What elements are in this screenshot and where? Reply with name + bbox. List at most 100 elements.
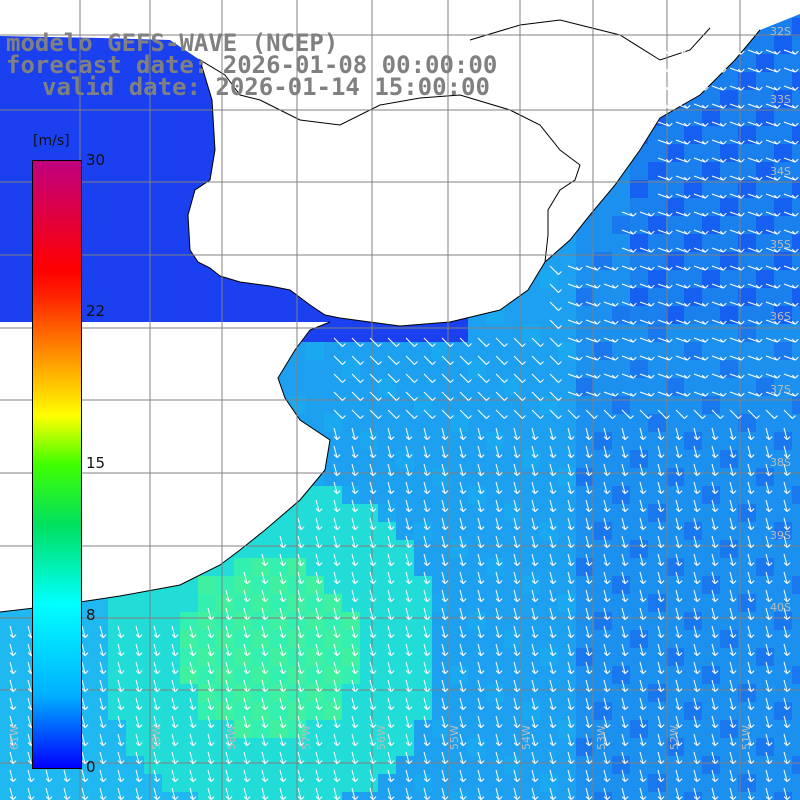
speed-cell <box>0 738 18 756</box>
latitude-label: 33S <box>770 93 791 106</box>
wind-arrow <box>693 283 709 289</box>
speed-cell <box>144 252 162 270</box>
wind-arrow <box>639 301 655 307</box>
speed-cell <box>432 702 450 720</box>
wind-arrow <box>423 337 436 347</box>
speed-cell <box>648 702 666 720</box>
speed-cell <box>648 630 666 648</box>
speed-cell <box>72 774 90 792</box>
wind-arrow <box>657 229 673 235</box>
speed-cell <box>630 306 648 324</box>
wind-arrow <box>747 139 763 145</box>
speed-cell <box>648 360 666 378</box>
speed-cell <box>162 720 180 738</box>
speed-cell <box>738 450 756 468</box>
wind-arrow <box>657 103 673 109</box>
speed-cell <box>342 558 360 576</box>
speed-cell <box>18 72 36 90</box>
speed-cell <box>468 342 486 360</box>
speed-cell <box>414 720 432 738</box>
speed-cell <box>522 558 540 576</box>
speed-cell <box>756 738 774 756</box>
speed-cell <box>720 792 738 800</box>
speed-cell <box>612 342 630 360</box>
speed-cell <box>324 684 342 702</box>
speed-cell <box>648 216 666 234</box>
wind-arrow <box>693 193 709 199</box>
speed-cell <box>450 468 468 486</box>
speed-cell <box>648 612 666 630</box>
wind-arrow <box>567 391 583 397</box>
speed-cell <box>144 144 162 162</box>
wind-arrow <box>675 121 691 127</box>
speed-cell <box>450 504 468 522</box>
speed-cell <box>324 378 342 396</box>
speed-cell <box>18 720 36 738</box>
speed-cell <box>108 288 126 306</box>
speed-cell <box>18 162 36 180</box>
wind-arrow <box>423 409 436 419</box>
speed-cell <box>504 576 522 594</box>
speed-cell <box>594 576 612 594</box>
speed-cell <box>198 738 216 756</box>
wind-arrow <box>711 193 727 199</box>
speed-cell <box>612 450 630 468</box>
speed-cell <box>252 648 270 666</box>
speed-cell <box>234 648 252 666</box>
speed-cell <box>126 738 144 756</box>
speed-cell <box>792 360 800 378</box>
speed-cell <box>54 792 72 800</box>
speed-cell <box>468 720 486 738</box>
speed-cell <box>612 396 630 414</box>
speed-cell <box>684 270 702 288</box>
speed-cell <box>504 558 522 576</box>
wind-arrow <box>765 337 781 343</box>
speed-cell <box>252 306 270 324</box>
speed-cell <box>756 54 774 72</box>
speed-cell <box>468 738 486 756</box>
speed-cell <box>756 666 774 684</box>
speed-cell <box>54 54 72 72</box>
speed-cell <box>666 666 684 684</box>
speed-cell <box>342 342 360 360</box>
speed-cell <box>774 216 792 234</box>
speed-cell <box>198 756 216 774</box>
speed-cell <box>540 720 558 738</box>
speed-cell <box>396 432 414 450</box>
speed-cell <box>522 414 540 432</box>
speed-cell <box>414 414 432 432</box>
speed-cell <box>612 216 630 234</box>
speed-cell <box>594 594 612 612</box>
wind-arrows <box>9 49 799 800</box>
speed-cell <box>774 126 792 144</box>
speed-cell <box>756 756 774 774</box>
speed-cell <box>396 666 414 684</box>
speed-cell <box>396 612 414 630</box>
speed-cell <box>684 288 702 306</box>
speed-cell <box>684 594 702 612</box>
colorbar-unit: m/s <box>33 133 70 149</box>
speed-cell <box>486 414 504 432</box>
speed-cell <box>612 648 630 666</box>
speed-cell <box>594 648 612 666</box>
wind-arrow <box>441 355 454 365</box>
speed-cell <box>540 738 558 756</box>
speed-cell <box>54 72 72 90</box>
speed-cell <box>0 792 18 800</box>
speed-cell <box>756 486 774 504</box>
speed-cell <box>702 162 720 180</box>
speed-cell <box>396 684 414 702</box>
colorbar-tick: 30 <box>86 151 106 169</box>
speed-cell <box>774 36 792 54</box>
speed-cell <box>720 720 738 738</box>
speed-cell <box>324 756 342 774</box>
speed-cell <box>36 90 54 108</box>
speed-cell <box>198 306 216 324</box>
longitude-label: 52W <box>668 725 681 750</box>
wind-arrow <box>675 211 691 217</box>
speed-cell <box>324 630 342 648</box>
speed-cell <box>522 630 540 648</box>
speed-cell <box>342 432 360 450</box>
speed-cell <box>684 180 702 198</box>
speed-cell <box>702 486 720 504</box>
